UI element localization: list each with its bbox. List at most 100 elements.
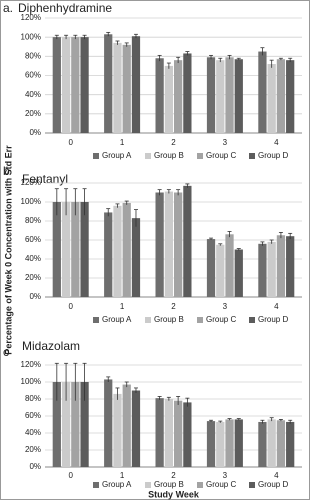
legend-swatch (249, 317, 255, 323)
bar (131, 390, 141, 467)
legend-swatch (249, 153, 255, 159)
bar (113, 393, 122, 467)
bar (61, 202, 71, 297)
x-tick-label: 1 (120, 302, 125, 311)
legend-label: Group B (154, 315, 184, 324)
bar (276, 420, 286, 467)
y-tick-label: 120% (21, 13, 41, 22)
y-tick-label: 100% (21, 377, 41, 386)
x-axis-label: Study Week (148, 489, 200, 499)
bar (276, 59, 286, 134)
x-tick-label: 2 (171, 138, 176, 147)
bar (267, 64, 276, 133)
x-tick-label: 3 (223, 302, 228, 311)
bar (104, 212, 113, 297)
bar (113, 205, 122, 297)
y-tick-label: 0% (29, 292, 41, 301)
x-tick-label: 4 (274, 471, 279, 480)
legend-swatch (249, 482, 255, 488)
legend-swatch (145, 482, 151, 488)
bar (286, 421, 295, 467)
bar (183, 402, 192, 467)
x-tick-label: 1 (120, 138, 125, 147)
legend-swatch (197, 153, 203, 159)
x-tick-label: 0 (68, 471, 73, 480)
y-tick-label: 60% (25, 71, 41, 80)
y-tick-label: 120% (21, 178, 41, 187)
y-tick-label: 40% (25, 254, 41, 263)
legend-swatch (93, 482, 99, 488)
bar (258, 421, 267, 467)
y-tick-label: 40% (25, 90, 41, 99)
bar (155, 398, 164, 467)
bar (216, 244, 225, 297)
bar (80, 37, 89, 133)
y-tick-label: 80% (25, 394, 41, 403)
bar (164, 191, 173, 297)
bar (258, 51, 267, 133)
y-tick-label: 60% (25, 235, 41, 244)
bar (131, 36, 141, 134)
y-tick-label: 20% (25, 273, 41, 282)
panel-label: a. (3, 1, 13, 15)
bar (113, 42, 122, 133)
bar (155, 192, 164, 297)
x-tick-label: 0 (68, 138, 73, 147)
legend-label: Group D (258, 151, 288, 160)
legend-label: Group C (206, 480, 236, 489)
bar (174, 400, 183, 467)
bar (71, 37, 80, 133)
bar (61, 382, 71, 467)
bar (216, 421, 225, 467)
x-tick-label: 2 (171, 302, 176, 311)
y-tick-label: 120% (21, 360, 41, 369)
bar (174, 192, 183, 297)
legend-swatch (145, 153, 151, 159)
legend-label: Group C (206, 315, 236, 324)
panel-label: c (3, 345, 9, 359)
bar (122, 384, 131, 467)
x-tick-label: 4 (274, 302, 279, 311)
x-tick-label: 4 (274, 138, 279, 147)
legend-label: Group C (206, 151, 236, 160)
y-tick-label: 100% (21, 32, 41, 41)
bar (234, 59, 243, 134)
y-tick-label: 80% (25, 51, 41, 60)
bar (71, 202, 80, 297)
legend-swatch (93, 317, 99, 323)
bar (206, 421, 216, 467)
bar (225, 57, 234, 133)
y-tick-label: 80% (25, 216, 41, 225)
y-tick-label: 20% (25, 109, 41, 118)
legend-label: Group A (102, 480, 132, 489)
panel-label: b (3, 164, 10, 178)
bar (206, 239, 216, 297)
x-tick-label: 2 (171, 471, 176, 480)
bar (225, 419, 234, 467)
bar (216, 60, 225, 133)
bar (183, 185, 192, 297)
bar (286, 60, 295, 133)
y-axis-label: Percentage of Week 0 Concentration with … (3, 145, 13, 355)
bar (155, 58, 164, 133)
bar (164, 399, 173, 467)
bar (276, 235, 286, 297)
bar (104, 34, 113, 133)
bar (174, 60, 183, 133)
legend-label: Group B (154, 480, 184, 489)
bar (122, 44, 131, 134)
legend-swatch (197, 317, 203, 323)
y-tick-label: 100% (21, 197, 41, 206)
bar (80, 202, 89, 297)
legend-label: Group A (102, 315, 132, 324)
bar (80, 382, 89, 467)
bar (122, 202, 131, 297)
legend-label: Group D (258, 480, 288, 489)
legend-label: Group A (102, 151, 132, 160)
panel-title: Diphenhydramine (18, 1, 112, 15)
legend-label: Group B (154, 151, 184, 160)
legend-label: Group D (258, 315, 288, 324)
bar (234, 419, 243, 467)
bar (52, 202, 61, 297)
legend-swatch (93, 153, 99, 159)
